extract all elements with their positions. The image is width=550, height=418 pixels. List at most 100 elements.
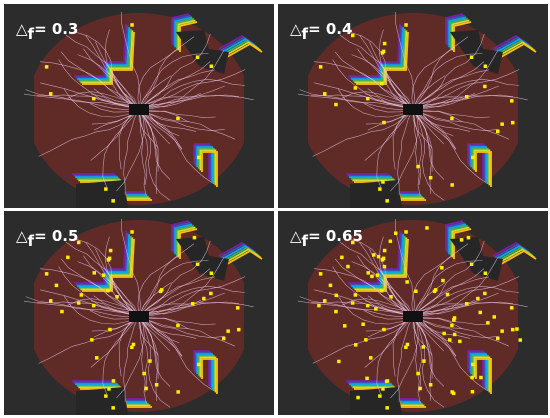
- frontier-point: [160, 288, 164, 292]
- tree-branch: [395, 11, 415, 110]
- frontier-point: [385, 199, 389, 203]
- tree-branch: [297, 300, 414, 318]
- tree-branch: [36, 302, 140, 317]
- frontier-point: [510, 99, 514, 103]
- frontier-point: [111, 406, 115, 410]
- panel-label: △f= 0.65: [290, 227, 363, 250]
- frontier-point: [323, 299, 327, 303]
- frontier-point: [44, 65, 49, 69]
- frontier-point: [353, 86, 358, 90]
- tree-branch: [412, 315, 499, 339]
- label-value: = 0.5: [34, 227, 78, 245]
- label-symbol: △: [16, 227, 28, 245]
- frontier-point: [101, 273, 106, 277]
- frontier-point: [236, 306, 240, 310]
- wall: [175, 224, 195, 256]
- frontier-point: [104, 394, 108, 398]
- tree-branch: [412, 315, 445, 387]
- frontier-point: [375, 273, 380, 277]
- tree-branch: [138, 301, 240, 317]
- frontier-point: [76, 301, 81, 305]
- frontier-point: [458, 339, 462, 344]
- frontier-point: [77, 240, 81, 245]
- tree-branch: [412, 315, 457, 357]
- frontier-point: [385, 406, 389, 410]
- tree-branch: [138, 50, 225, 110]
- frontier-point: [343, 324, 347, 328]
- tree-branch: [412, 315, 510, 347]
- tree-branch: [313, 268, 414, 317]
- tree-branch: [123, 315, 140, 403]
- tree-branch: [138, 302, 254, 317]
- panel: △f= 0.3: [4, 4, 274, 208]
- frontier-point: [381, 387, 385, 391]
- tree-branch: [349, 238, 414, 317]
- frontier-point: [382, 264, 387, 269]
- tree-branch: [412, 95, 528, 110]
- tree-branch: [138, 108, 171, 180]
- tree-branch: [412, 69, 520, 110]
- wall: [80, 237, 134, 291]
- frontier-point: [361, 322, 365, 326]
- frontier-point: [428, 383, 433, 387]
- tree-branch: [412, 315, 433, 356]
- tree-branch: [314, 82, 414, 110]
- label-value: = 0.4: [308, 20, 352, 38]
- panel-label: △f= 0.4: [290, 20, 352, 43]
- tree-branch: [138, 108, 225, 132]
- tree-branch: [369, 41, 414, 110]
- tree-branch: [138, 315, 183, 357]
- tree-branch: [40, 289, 140, 317]
- wall: [177, 19, 196, 51]
- tree-branch: [412, 53, 483, 110]
- tree-branch: [412, 108, 433, 149]
- tree-branch: [310, 302, 414, 317]
- frontier-point: [500, 329, 504, 333]
- frontier-point: [471, 155, 475, 160]
- robot: [403, 104, 423, 115]
- wall: [174, 16, 193, 48]
- tree-branch: [138, 36, 195, 110]
- wall: [348, 23, 401, 77]
- wall: [445, 220, 464, 251]
- label-subscript: f: [302, 232, 309, 250]
- obstacle: [350, 180, 402, 208]
- frontier-point: [44, 272, 49, 276]
- frontier-point: [394, 231, 398, 235]
- wall: [74, 23, 127, 77]
- frontier-point: [492, 315, 496, 319]
- frontier-point: [350, 301, 355, 305]
- tree-branch: [412, 85, 499, 110]
- tree-branch: [412, 33, 485, 110]
- tree-branch: [121, 218, 141, 317]
- frontier-point: [470, 390, 475, 394]
- tree-branch: [412, 257, 499, 317]
- frontier-point: [452, 318, 456, 322]
- frontier-point: [452, 316, 457, 320]
- tree-branch: [85, 242, 140, 317]
- frontier-point: [334, 293, 338, 298]
- frontier-point: [108, 248, 113, 253]
- frontier-point: [195, 55, 200, 59]
- label-subscript: f: [28, 25, 35, 43]
- label-symbol: △: [290, 227, 302, 245]
- tree-branch: [411, 46, 456, 110]
- tree-branch: [392, 108, 414, 170]
- label-value: = 0.65: [308, 227, 363, 245]
- tree-branch: [349, 31, 414, 110]
- frontier-point: [476, 296, 480, 301]
- tree-branch: [75, 31, 140, 110]
- tree-branch: [39, 268, 140, 317]
- tree-branch: [138, 240, 211, 317]
- frontier-point: [130, 345, 134, 349]
- frontier-point: [130, 230, 134, 234]
- frontier-point: [108, 327, 112, 332]
- tree-branch: [116, 108, 145, 192]
- tree-branch: [85, 35, 140, 110]
- frontier-point: [191, 302, 195, 306]
- wall: [175, 17, 195, 49]
- tree-branch: [412, 315, 445, 408]
- frontier-point: [414, 289, 418, 293]
- tree-branch: [138, 108, 147, 197]
- tree-branch: [39, 61, 140, 110]
